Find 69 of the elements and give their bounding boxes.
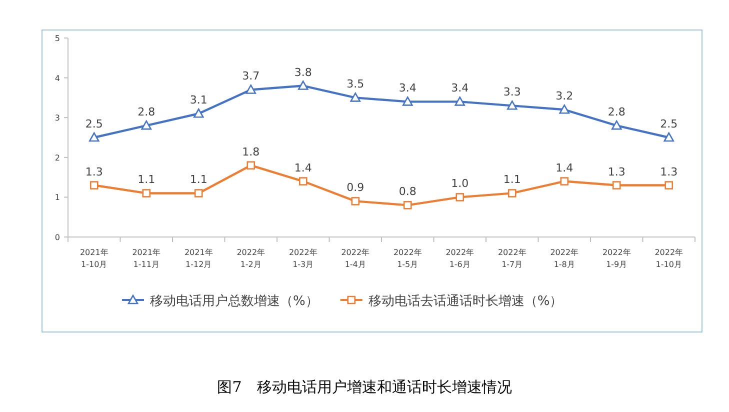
y-tick-label: 0 [54,233,60,242]
data-label: 1.8 [242,145,260,158]
x-tick-label: 2021年 1-10月 [80,248,108,269]
data-label: 3.1 [190,94,208,107]
data-label: 3.5 [346,78,364,91]
y-tick-label: 4 [54,74,60,83]
point [141,120,152,130]
point [506,100,518,110]
y-tick-label: 2 [54,153,60,162]
y-tick-label: 3 [54,114,60,123]
point [193,108,204,118]
data-label: 1.3 [660,165,678,178]
point [402,96,413,106]
data-label: 2.8 [608,106,626,119]
x-tick-label: 2022年 1-6月 [446,248,474,269]
point [559,104,570,114]
point [664,181,674,190]
point [612,181,621,190]
x-tick-label: 2022年 1-4月 [341,248,370,269]
point [246,84,256,94]
data-label: 3.4 [451,82,469,95]
point [90,181,98,190]
data-label: 1.3 [85,165,103,178]
point [611,120,622,130]
data-label: 3.7 [242,70,260,83]
point [664,132,674,142]
y-tick-label: 1 [54,193,60,202]
point [508,189,516,198]
point [298,177,308,186]
data-label: 1.1 [190,173,208,186]
x-tick-label: 2021年 1-12月 [184,248,213,269]
point [560,177,569,186]
point [351,197,360,206]
data-label: 1.3 [608,165,626,178]
x-tick-label: 2022年 1-3月 [288,248,318,269]
x-tick-label: 2022年 1-2月 [236,248,266,269]
point [298,80,308,90]
data-label: 1.1 [138,173,156,186]
point [454,96,466,106]
data-label: 1.1 [503,173,521,186]
point [88,132,100,142]
point [142,189,151,198]
y-tick-label: 5 [54,34,60,43]
text: 图7 移动电话用户增速和通话时长增速情况 [217,378,512,396]
point [403,201,412,210]
x-tick-label: 2022年 1-7月 [498,248,526,269]
data-label: 3.3 [503,86,521,99]
point [456,193,464,202]
legend-label: 移动电话用户总数增速（%） [150,294,318,309]
x-tick-label: 2021年 1-11月 [132,248,161,269]
point [194,189,203,198]
data-label: 1.4 [556,161,574,174]
data-label: 2.5 [85,118,103,130]
data-label: 1.4 [294,161,312,174]
x-tick-label: 2022年 1-5月 [393,248,422,269]
x-tick-label: 2022年 1-8月 [550,248,579,269]
data-label: 3.4 [398,82,416,95]
point [246,161,256,170]
data-label: 0.8 [398,185,416,198]
point [350,92,361,102]
legend-label: 移动电话去话通话时长增速（%） [368,294,563,309]
data-label: 3.2 [556,90,574,103]
data-label: 2.8 [138,106,156,119]
data-label: 2.5 [660,118,678,130]
data-label: 0.9 [346,181,364,194]
data-label: 1.0 [451,177,469,190]
x-tick-label: 2022年 1-9月 [602,248,631,269]
data-label: 3.8 [294,66,312,79]
x-tick-label: 2022年 1-10月 [654,248,684,269]
